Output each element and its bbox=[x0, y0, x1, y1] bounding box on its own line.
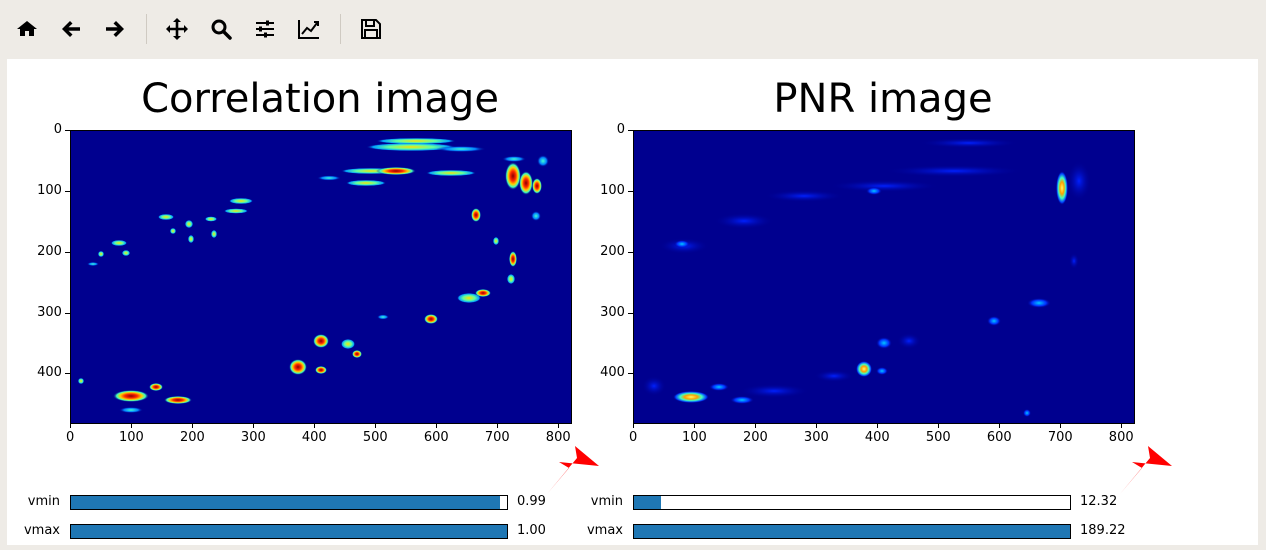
pan-icon bbox=[166, 18, 188, 40]
x-tick-mark bbox=[1059, 423, 1061, 428]
y-tick-mark bbox=[628, 373, 633, 375]
heatmap-image bbox=[78, 138, 549, 413]
y-tick-label: 300 bbox=[37, 304, 62, 320]
y-tick-label: 200 bbox=[37, 243, 62, 259]
vmin-slider[interactable] bbox=[633, 495, 1071, 510]
y-tick-mark bbox=[65, 251, 70, 253]
slider-label: vmin bbox=[27, 494, 60, 509]
x-tick-mark bbox=[557, 423, 559, 428]
x-tick-label: 300 bbox=[803, 430, 829, 445]
x-tick-mark bbox=[693, 423, 695, 428]
y-tick-label: 0 bbox=[616, 122, 625, 137]
slider-value: 189.22 bbox=[1080, 523, 1126, 538]
x-tick-label: 800 bbox=[1108, 430, 1134, 445]
configure-subplots-icon bbox=[256, 20, 274, 38]
x-tick-mark bbox=[313, 423, 315, 428]
y-tick-label: 400 bbox=[37, 365, 62, 381]
pan-button[interactable] bbox=[160, 12, 194, 46]
x-tick-mark bbox=[374, 423, 376, 428]
edit-axis-button[interactable] bbox=[292, 12, 326, 46]
y-tick-mark bbox=[65, 190, 70, 192]
home-icon bbox=[17, 21, 37, 36]
x-tick-mark bbox=[191, 423, 193, 428]
x-tick-label: 300 bbox=[240, 430, 266, 445]
x-tick-label: 400 bbox=[864, 430, 890, 445]
x-tick-mark bbox=[130, 423, 132, 428]
annotation-arrow-icon bbox=[547, 446, 599, 494]
y-tick-label: 0 bbox=[53, 122, 62, 137]
panel-title: Correlation image bbox=[141, 76, 499, 122]
edit-axis-icon bbox=[298, 20, 319, 39]
x-tick-mark bbox=[1120, 423, 1122, 428]
x-tick-mark bbox=[252, 423, 254, 428]
slider-value: 0.99 bbox=[517, 494, 546, 509]
y-tick-mark bbox=[65, 130, 70, 131]
y-tick-mark bbox=[628, 312, 633, 314]
x-tick-label: 400 bbox=[301, 430, 327, 445]
x-tick-mark bbox=[937, 423, 939, 428]
forward-button[interactable] bbox=[98, 12, 132, 46]
save-button[interactable] bbox=[354, 12, 388, 46]
x-tick-label: 500 bbox=[362, 430, 388, 445]
save-icon bbox=[361, 19, 381, 39]
x-tick-mark bbox=[70, 423, 71, 428]
x-tick-label: 700 bbox=[484, 430, 510, 445]
x-tick-label: 0 bbox=[66, 430, 75, 445]
x-tick-mark bbox=[815, 423, 817, 428]
annotation-arrow-icon bbox=[1120, 446, 1172, 494]
y-tick-mark bbox=[628, 251, 633, 253]
vmax-slider[interactable] bbox=[70, 524, 508, 539]
y-tick-label: 200 bbox=[600, 243, 625, 259]
back-button[interactable] bbox=[54, 12, 88, 46]
correlation-heatmap[interactable] bbox=[70, 130, 572, 424]
x-tick-label: 600 bbox=[986, 430, 1012, 445]
slider-fill bbox=[71, 496, 501, 509]
y-tick-label: 300 bbox=[600, 304, 625, 320]
x-tick-mark bbox=[998, 423, 1000, 428]
slider-label: vmin bbox=[590, 494, 623, 509]
y-tick-mark bbox=[65, 312, 70, 314]
x-tick-mark bbox=[496, 423, 498, 428]
panel-title: PNR image bbox=[773, 76, 993, 122]
toolbar bbox=[0, 0, 1266, 58]
slider-fill bbox=[634, 496, 662, 509]
x-tick-mark bbox=[633, 423, 634, 428]
slider-value: 1.00 bbox=[517, 523, 546, 538]
slider-fill bbox=[634, 525, 1070, 538]
x-tick-label: 0 bbox=[629, 430, 638, 445]
x-tick-label: 200 bbox=[742, 430, 768, 445]
y-tick-label: 100 bbox=[600, 182, 625, 198]
y-tick-mark bbox=[628, 190, 633, 192]
x-tick-label: 200 bbox=[179, 430, 205, 445]
x-tick-label: 100 bbox=[118, 430, 144, 445]
back-arrow-icon bbox=[62, 21, 80, 37]
slider-label: vmax bbox=[23, 523, 60, 538]
heatmap-image bbox=[642, 138, 1091, 417]
vmax-slider[interactable] bbox=[633, 524, 1071, 539]
toolbar-separator bbox=[146, 14, 147, 44]
zoom-icon bbox=[211, 19, 232, 40]
slider-label: vmax bbox=[586, 523, 623, 538]
x-tick-label: 700 bbox=[1047, 430, 1073, 445]
vmin-slider[interactable] bbox=[70, 495, 508, 510]
zoom-button[interactable] bbox=[204, 12, 238, 46]
y-tick-label: 400 bbox=[600, 365, 625, 381]
forward-arrow-icon bbox=[106, 21, 124, 37]
y-tick-label: 100 bbox=[37, 182, 62, 198]
x-tick-mark bbox=[754, 423, 756, 428]
slider-value: 12.32 bbox=[1080, 494, 1118, 509]
x-tick-label: 500 bbox=[925, 430, 951, 445]
x-tick-mark bbox=[876, 423, 878, 428]
home-button[interactable] bbox=[10, 12, 44, 46]
x-tick-mark bbox=[435, 423, 437, 428]
toolbar-separator bbox=[340, 14, 341, 44]
y-tick-mark bbox=[65, 373, 70, 375]
y-tick-mark bbox=[628, 130, 633, 131]
pnr-heatmap[interactable] bbox=[633, 130, 1135, 424]
x-tick-label: 600 bbox=[423, 430, 449, 445]
x-tick-label: 100 bbox=[681, 430, 707, 445]
slider-fill bbox=[71, 525, 507, 538]
x-tick-label: 800 bbox=[545, 430, 571, 445]
configure-subplots-button[interactable] bbox=[248, 12, 282, 46]
